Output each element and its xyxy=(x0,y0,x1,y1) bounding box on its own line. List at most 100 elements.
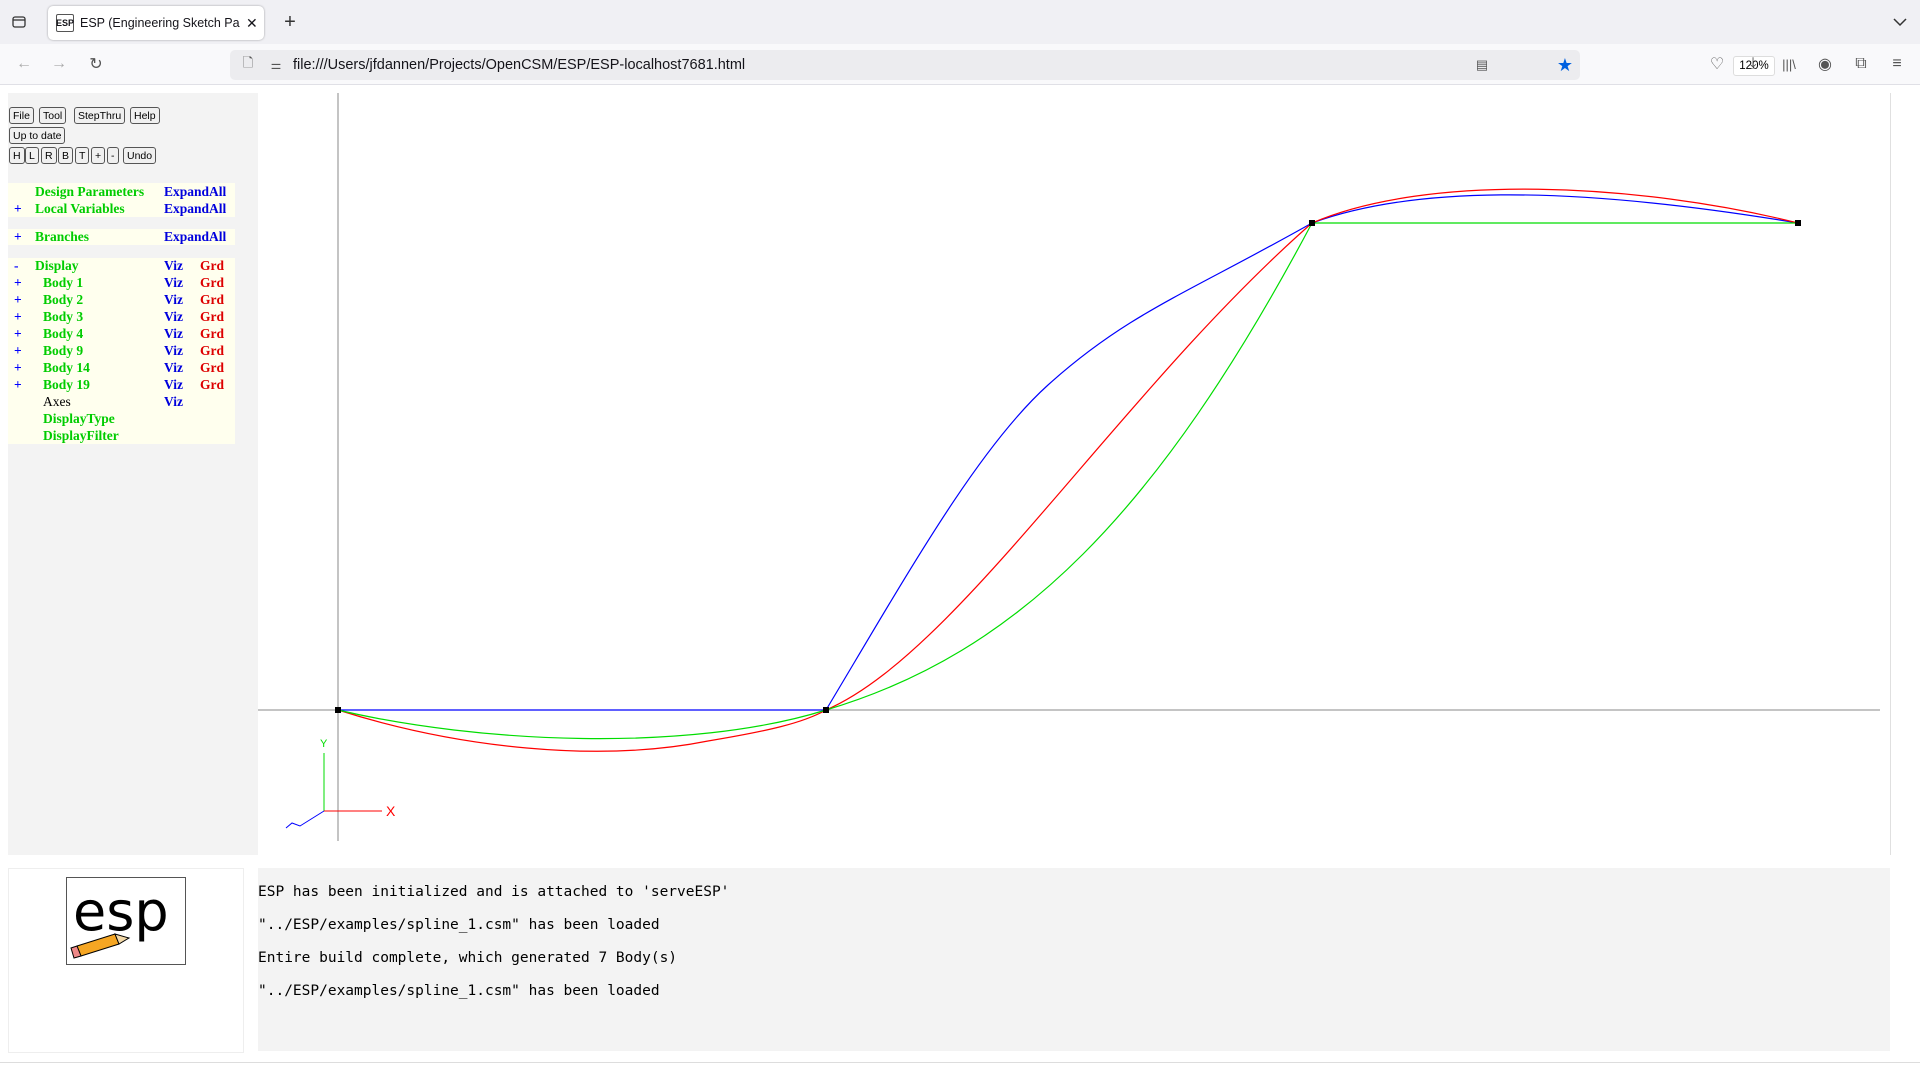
esp-logo: esp xyxy=(66,877,186,965)
pocket-icon[interactable]: ♡ xyxy=(1709,56,1725,73)
bottom-view-button[interactable]: B xyxy=(58,147,74,164)
grd-toggle-body[interactable]: Grd xyxy=(200,292,225,307)
url-text[interactable]: file:///Users/jfdannen/Projects/OpenCSM/… xyxy=(293,57,746,73)
viz-toggle-body[interactable]: Viz xyxy=(164,360,183,375)
viz-toggle-body[interactable]: Viz xyxy=(164,275,183,290)
stepthru-button[interactable]: StepThru xyxy=(74,107,126,124)
file-button[interactable]: File xyxy=(9,107,34,124)
close-tab-icon[interactable]: ✕ xyxy=(246,14,258,31)
left-panel: File Tool StepThru Help Up to date H L R… xyxy=(8,93,258,855)
message-log[interactable]: ESP has been initialized and is attached… xyxy=(258,868,1890,1051)
control-point[interactable] xyxy=(1795,220,1801,226)
grd-toggle-body[interactable]: Grd xyxy=(200,343,225,358)
bookmark-star-icon[interactable]: ★ xyxy=(1556,54,1574,75)
tree-row-display-type: DisplayType xyxy=(8,411,238,428)
top-view-button[interactable]: T xyxy=(75,147,90,164)
home-view-button[interactable]: H xyxy=(9,147,25,164)
new-tab-icon[interactable]: + xyxy=(284,10,296,33)
pencil-icon xyxy=(70,933,131,959)
tree-label-display[interactable]: Display xyxy=(35,258,79,273)
browser-nav-bar: ← → ↻ 🗋 ⚌ file:///Users/jfdannen/Project… xyxy=(0,44,1920,85)
expand-toggle[interactable]: + xyxy=(14,201,22,216)
expand-toggle[interactable]: + xyxy=(14,343,22,358)
expand-toggle[interactable]: + xyxy=(14,326,22,341)
address-bar[interactable]: 🗋 ⚌ file:///Users/jfdannen/Projects/Open… xyxy=(230,50,1775,80)
control-point[interactable] xyxy=(823,707,829,713)
tree-row-branches: + Branches ExpandAll xyxy=(8,229,238,246)
spline-curve-blue[interactable] xyxy=(338,194,1799,711)
viz-toggle-display[interactable]: Viz xyxy=(164,258,183,273)
browser-tab[interactable]: ESP ESP (Engineering Sketch Pad, V ✕ xyxy=(48,6,264,40)
tab-list-chevron-icon[interactable] xyxy=(1888,10,1912,34)
grd-toggle-body[interactable]: Grd xyxy=(200,309,225,324)
tree-label-body[interactable]: Body 4 xyxy=(43,326,84,341)
spline-curve-green[interactable] xyxy=(337,222,1798,740)
tree-label-body[interactable]: Body 19 xyxy=(43,377,90,392)
zoom-out-button[interactable]: - xyxy=(107,147,119,164)
viz-toggle-body[interactable]: Viz xyxy=(164,377,183,392)
expand-toggle[interactable]: + xyxy=(14,360,22,375)
viz-toggle-body[interactable]: Viz xyxy=(164,292,183,307)
message-line: "../ESP/examples/spline_1.csm" has been … xyxy=(258,983,660,999)
viz-toggle-body[interactable]: Viz xyxy=(164,343,183,358)
tool-button[interactable]: Tool xyxy=(39,107,67,124)
tree-label-local-variables[interactable]: Local Variables xyxy=(35,201,125,216)
permissions-icon[interactable]: ⚌ xyxy=(270,58,282,72)
tree-label-branches[interactable]: Branches xyxy=(35,229,89,244)
reader-view-icon[interactable]: ▤ xyxy=(1475,57,1489,72)
tree-row-design-parameters: Design Parameters ExpandAll xyxy=(8,184,238,201)
tree-label-body[interactable]: Body 1 xyxy=(43,275,84,290)
expand-toggle[interactable]: + xyxy=(14,292,22,307)
back-icon[interactable]: ← xyxy=(16,55,32,72)
library-icon[interactable]: |||\ xyxy=(1782,56,1796,72)
grd-toggle-body[interactable]: Grd xyxy=(200,360,225,375)
tree-label-body[interactable]: Body 2 xyxy=(43,292,84,307)
zoom-in-button[interactable]: + xyxy=(91,147,106,164)
downloads-icon[interactable]: ⤓ xyxy=(1749,55,1757,72)
extensions-icon[interactable]: ⧉ xyxy=(1855,55,1867,72)
tree-label-body[interactable]: Body 3 xyxy=(43,309,84,324)
control-point[interactable] xyxy=(1309,220,1315,226)
graphics-canvas[interactable]: Y X xyxy=(258,93,1891,855)
control-point[interactable] xyxy=(335,707,341,713)
collapse-toggle[interactable]: - xyxy=(14,258,19,273)
viz-toggle-body[interactable]: Viz xyxy=(164,326,183,341)
expand-all-design-parameters[interactable]: ExpandAll xyxy=(164,184,227,199)
forward-icon[interactable]: → xyxy=(51,55,67,72)
menu-icon[interactable]: ≡ xyxy=(1892,55,1902,72)
tree-row-body: + Body 2 Viz Grd xyxy=(8,292,238,309)
message-line: Entire build complete, which generated 7… xyxy=(258,950,678,966)
tab-overview-icon[interactable] xyxy=(8,11,30,33)
viz-toggle-body[interactable]: Viz xyxy=(164,309,183,324)
undo-button[interactable]: Undo xyxy=(123,147,157,164)
tree-label-design-parameters[interactable]: Design Parameters xyxy=(35,184,145,199)
tree-label-display-filter[interactable]: DisplayFilter xyxy=(43,428,119,443)
expand-toggle[interactable]: + xyxy=(14,309,22,324)
left-view-button[interactable]: L xyxy=(25,147,39,164)
tree-section-bg xyxy=(8,183,235,217)
up-to-date-button[interactable]: Up to date xyxy=(9,127,66,144)
grd-toggle-body[interactable]: Grd xyxy=(200,275,225,290)
message-line: ESP has been initialized and is attached… xyxy=(258,884,730,900)
expand-toggle[interactable]: + xyxy=(14,229,22,244)
help-button[interactable]: Help xyxy=(130,107,160,124)
tree-section-bg xyxy=(8,258,235,444)
grd-toggle-display[interactable]: Grd xyxy=(200,258,225,273)
grd-toggle-body[interactable]: Grd xyxy=(200,326,225,341)
zoom-level[interactable]: 120% xyxy=(1733,56,1775,76)
tree-row-local-variables: + Local Variables ExpandAll xyxy=(8,201,238,218)
tree-label-display-type[interactable]: DisplayType xyxy=(43,411,115,426)
right-view-button[interactable]: R xyxy=(41,147,57,164)
viz-toggle-axes[interactable]: Viz xyxy=(164,394,183,409)
tree-label-body[interactable]: Body 14 xyxy=(43,360,90,375)
expand-toggle[interactable]: + xyxy=(14,275,22,290)
tree-label-body[interactable]: Body 9 xyxy=(43,343,84,358)
expand-all-branches[interactable]: ExpandAll xyxy=(164,229,227,244)
expand-all-local-variables[interactable]: ExpandAll xyxy=(164,201,227,216)
tree-row-body: + Body 14 Viz Grd xyxy=(8,360,238,377)
spline-curve-red[interactable] xyxy=(337,188,1799,752)
expand-toggle[interactable]: + xyxy=(14,377,22,392)
grd-toggle-body[interactable]: Grd xyxy=(200,377,225,392)
account-icon[interactable]: ◉ xyxy=(1818,56,1832,73)
reload-icon[interactable]: ↻ xyxy=(89,56,103,73)
